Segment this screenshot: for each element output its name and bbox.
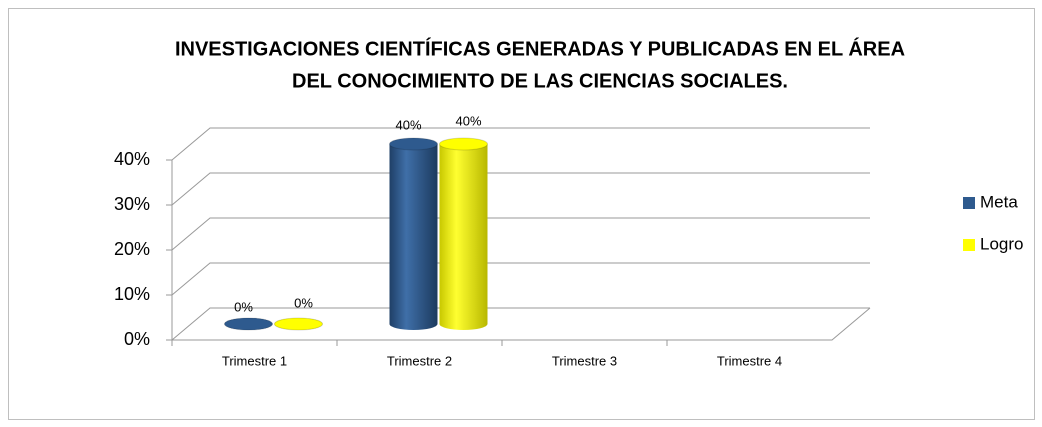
data-label: 0% [294,295,313,310]
grid-line [171,127,870,161]
y-tick-label: 40% [114,149,150,169]
y-tick-label: 10% [114,284,150,304]
bar-top [224,317,273,331]
grid-line [171,172,870,206]
data-label: 40% [455,113,481,128]
y-tick-label: 0% [124,329,150,349]
legend-swatch [963,197,975,209]
legend-label: Logro [980,234,1023,253]
chart-title: INVESTIGACIONES CIENTÍFICAS GENERADAS Y … [175,37,905,60]
grid-line [171,217,870,251]
x-tick-label: Trimestre 2 [387,353,452,368]
legend-swatch [963,239,975,251]
y-tick-label: 20% [114,239,150,259]
y-tick-label: 30% [114,194,150,214]
chart-border [8,8,1035,420]
data-label: 0% [234,299,253,314]
grid-line [171,262,870,296]
chart-title: DEL CONOCIMIENTO DE LAS CIENCIAS SOCIALE… [292,70,788,92]
legend-label: Meta [980,192,1018,211]
bar [439,144,488,324]
x-tick-label: Trimestre 4 [717,353,782,368]
bar-top [389,137,438,151]
x-tick-label: Trimestre 3 [552,353,617,368]
bar [389,144,438,324]
floor [172,307,871,341]
grid-line [171,307,870,341]
x-tick-label: Trimestre 1 [222,353,287,368]
data-label: 40% [395,117,421,132]
bar-top [439,137,488,151]
bar-top [274,317,323,331]
